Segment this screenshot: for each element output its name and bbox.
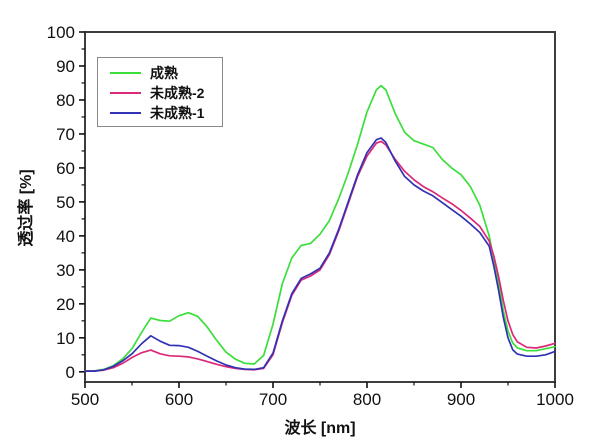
legend-label: 未成熟-2 [150,85,205,101]
series-line-0 [84,84,556,372]
series-line-1 [84,140,556,372]
y-tick-label: 90 [56,57,75,76]
legend-item-immature-1: 未成熟-1 [110,103,210,123]
series-line-2 [84,137,556,372]
x-tick-label: 1000 [536,390,574,409]
legend-line-swatch-pink [110,92,141,94]
x-tick-label: 900 [447,390,475,409]
legend: 成熟 未成熟-2 未成熟-1 [97,57,223,127]
x-tick-label: 700 [259,390,287,409]
y-tick-label: 30 [56,261,75,280]
legend-line-swatch-blue [110,112,141,114]
x-tick-label: 500 [71,390,99,409]
y-tick-label: 100 [47,23,75,42]
x-axis-title: 波长 [nm] [284,420,356,437]
y-tick-label: 10 [56,329,75,348]
legend-label: 成熟 [150,65,178,81]
y-axis-title: 透过率 [%] [18,169,35,247]
y-tick-label: 0 [66,363,75,382]
legend-label: 未成熟-1 [150,105,205,121]
y-tick-label: 80 [56,91,75,110]
legend-item-mature: 成熟 [110,63,210,83]
x-tick-label: 600 [165,390,193,409]
y-tick-label: 60 [56,159,75,178]
y-tick-label: 70 [56,125,75,144]
y-tick-label: 40 [56,227,75,246]
x-tick-label: 800 [353,390,381,409]
legend-item-immature-2: 未成熟-2 [110,83,210,103]
legend-line-swatch-green [110,72,141,74]
y-tick-label: 50 [56,193,75,212]
y-tick-label: 20 [56,295,75,314]
